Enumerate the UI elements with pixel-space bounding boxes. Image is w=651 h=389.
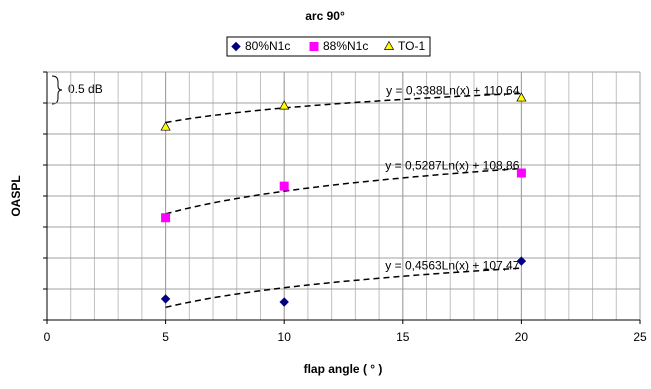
chart-title: arc 90° xyxy=(305,9,345,23)
marker xyxy=(279,100,290,110)
trend-equation: y = 0,4563Ln(x) + 107,47 xyxy=(385,258,519,272)
marker xyxy=(516,256,527,266)
annotation: 0.5 dB xyxy=(68,82,103,96)
x-tick-label: 0 xyxy=(44,330,51,344)
trendline xyxy=(165,167,522,215)
marker xyxy=(279,297,289,307)
trend-equation: y = 0,5287Ln(x) + 108,86 xyxy=(385,159,519,173)
legend-label: 88%N1c xyxy=(323,39,368,53)
legend-label: 80%N1c xyxy=(245,39,290,53)
legend-marker xyxy=(231,41,241,52)
marker xyxy=(516,168,526,178)
x-tick-label: 25 xyxy=(633,330,647,344)
x-tick-label: 5 xyxy=(162,330,169,344)
legend-label: TO-1 xyxy=(398,39,425,53)
marker xyxy=(279,181,289,191)
legend-box xyxy=(226,36,431,57)
x-tick-label: 10 xyxy=(278,330,292,344)
y-axis-label: OASPL xyxy=(9,175,23,216)
legend-marker xyxy=(383,40,395,50)
marker xyxy=(516,92,527,102)
x-tick-label: 15 xyxy=(396,330,410,344)
brace xyxy=(51,75,63,105)
x-axis-label: flap angle ( ° ) xyxy=(304,362,383,376)
x-tick-label: 20 xyxy=(515,330,529,344)
trend-equation: y = 0,3388Ln(x) + 110,64 xyxy=(386,84,520,98)
trendline xyxy=(165,267,522,309)
marker xyxy=(160,121,171,131)
legend-marker xyxy=(309,42,319,51)
marker xyxy=(161,213,171,223)
marker xyxy=(160,294,171,304)
trendline xyxy=(165,92,522,124)
